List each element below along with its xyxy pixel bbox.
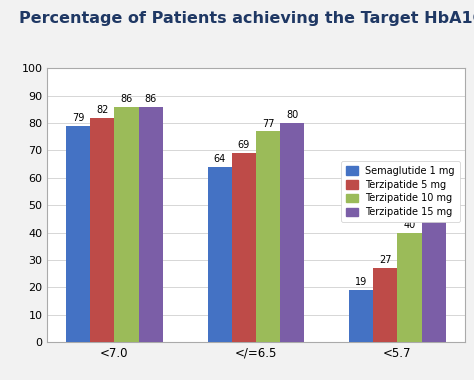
Text: 79: 79: [72, 113, 84, 123]
Text: 86: 86: [120, 94, 133, 104]
Bar: [232, 153, 256, 342]
Text: 46: 46: [428, 203, 440, 214]
Bar: [66, 126, 91, 342]
Bar: [138, 107, 163, 342]
Text: 82: 82: [96, 105, 109, 115]
Text: 27: 27: [379, 255, 392, 265]
Text: 40: 40: [403, 220, 416, 230]
Text: 86: 86: [145, 94, 157, 104]
Bar: [280, 123, 304, 342]
Legend: Semaglutide 1 mg, Terzipatide 5 mg, Terzipatide 10 mg, Terzipatide 15 mg: Semaglutide 1 mg, Terzipatide 5 mg, Terz…: [341, 161, 460, 222]
Bar: [256, 131, 280, 342]
Text: Percentage of Patients achieving the Target HbA1C: Percentage of Patients achieving the Tar…: [19, 11, 474, 26]
Text: 80: 80: [286, 110, 298, 120]
Bar: [349, 290, 374, 342]
Text: 69: 69: [238, 141, 250, 150]
Bar: [91, 118, 114, 342]
Bar: [208, 167, 232, 342]
Bar: [374, 268, 398, 342]
Bar: [398, 233, 421, 342]
Text: 77: 77: [262, 119, 274, 128]
Bar: [421, 216, 446, 342]
Text: 19: 19: [355, 277, 367, 287]
Text: 64: 64: [214, 154, 226, 164]
Bar: [114, 107, 138, 342]
